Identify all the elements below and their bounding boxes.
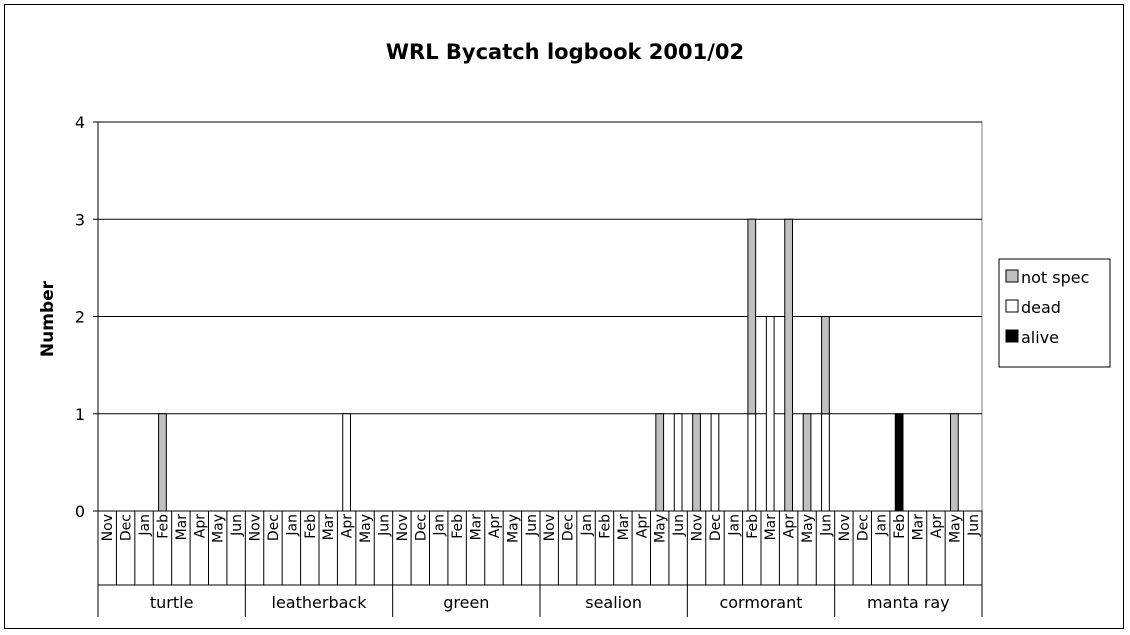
x-group-label: cormorant bbox=[719, 593, 802, 612]
x-tick-label-month: Apr bbox=[487, 514, 503, 538]
x-tick-label-month: Nov bbox=[690, 514, 706, 541]
x-group-label: sealion bbox=[585, 593, 642, 612]
bar-dead-cormorant-jun bbox=[821, 413, 830, 512]
x-tick-label-month: Nov bbox=[837, 514, 853, 541]
x-tick-label-month: Jan bbox=[432, 514, 448, 537]
x-tick-label-month: Dec bbox=[413, 514, 429, 541]
x-tick-label-month: Apr bbox=[634, 514, 650, 538]
bar-not-spec-cormorant-feb bbox=[747, 218, 757, 415]
y-tick-label: 2 bbox=[75, 308, 85, 327]
x-tick-label-month: Feb bbox=[450, 514, 466, 539]
bar-not-spec-cormorant-nov bbox=[692, 413, 701, 512]
x-tick-label-month: May bbox=[653, 514, 669, 543]
x-tick-label-month: Nov bbox=[100, 514, 116, 541]
x-tick-label-month: Jan bbox=[137, 514, 153, 537]
x-tick-label-month: Jan bbox=[726, 514, 742, 537]
x-tick-label-month: May bbox=[505, 514, 521, 543]
x-tick-label-month: Apr bbox=[782, 514, 798, 538]
x-tick-label-month: Jun bbox=[524, 514, 540, 537]
legend-label-not-spec: not spec bbox=[1021, 268, 1089, 287]
x-tick-label-month: Apr bbox=[929, 514, 945, 538]
bar-not-spec-cormorant-jun bbox=[821, 316, 830, 415]
x-tick-label-month: Feb bbox=[155, 514, 171, 539]
chart-frame: WRL Bycatch logbook 2001/02 Number 0 1 2 3 4… bbox=[4, 4, 1124, 629]
x-tick-label-month: Apr bbox=[192, 514, 208, 538]
x-tick-label-month: Dec bbox=[119, 514, 135, 541]
x-tick-label-month: Mar bbox=[174, 514, 190, 541]
bar-not-spec-manta-ray-may bbox=[950, 413, 959, 512]
x-tick-label-month: Nov bbox=[395, 514, 411, 541]
x-tick-label-month: Mar bbox=[321, 514, 337, 541]
bar-dead-leatherback-apr bbox=[342, 413, 351, 512]
x-tick-label-month: Feb bbox=[745, 514, 761, 539]
x-tick-label-month: Feb bbox=[303, 514, 319, 539]
x-tick-label-month: Feb bbox=[597, 514, 613, 539]
x-tick-label-month: May bbox=[211, 514, 227, 543]
x-tick-label-month: Apr bbox=[340, 514, 356, 538]
x-tick-label-month: Jan bbox=[284, 514, 300, 537]
x-group-label: green bbox=[443, 593, 489, 612]
x-tick-label-month: Mar bbox=[911, 514, 927, 541]
bar-not-spec-cormorant-may bbox=[802, 413, 812, 512]
bar-dead-cormorant-dec bbox=[710, 413, 720, 512]
x-tick-label-month: Mar bbox=[469, 514, 485, 541]
x-tick-label-month: May bbox=[358, 514, 374, 543]
x-tick-label-month: Dec bbox=[266, 514, 282, 541]
bar-dead-cormorant-mar bbox=[765, 316, 775, 512]
x-tick-label-month: Jun bbox=[671, 514, 687, 537]
bar-dead-cormorant-feb bbox=[747, 413, 757, 512]
x-tick-label-month: Jun bbox=[376, 514, 392, 537]
legend-label-alive: alive bbox=[1021, 328, 1059, 347]
x-tick-label-month: Nov bbox=[248, 514, 264, 541]
x-tick-label-month: Mar bbox=[616, 514, 632, 541]
x-tick-label-month: Mar bbox=[763, 514, 779, 541]
x-tick-label-month: Jun bbox=[818, 514, 834, 537]
x-tick-label-month: Jun bbox=[229, 514, 245, 537]
bar-dead-sealion-jun bbox=[673, 413, 683, 512]
y-tick-label: 3 bbox=[75, 210, 85, 229]
x-tick-label-month: Nov bbox=[542, 514, 558, 541]
x-tick-label-month: Dec bbox=[708, 514, 724, 541]
bar-not-spec-cormorant-apr bbox=[784, 218, 793, 512]
y-tick-label: 1 bbox=[75, 405, 85, 424]
legend-swatch-dead bbox=[1005, 299, 1019, 313]
bar-alive-manta-ray-feb bbox=[894, 413, 904, 512]
bar-not-spec-turtle-feb bbox=[158, 413, 167, 512]
y-tick-label: 4 bbox=[75, 113, 85, 132]
legend-swatch-not-spec bbox=[1005, 269, 1019, 283]
y-tick-label: 0 bbox=[75, 502, 85, 521]
legend: not spec dead alive bbox=[998, 258, 1111, 368]
x-tick-label-month: May bbox=[800, 514, 816, 543]
chart-title: WRL Bycatch logbook 2001/02 bbox=[386, 40, 744, 64]
legend-label-dead: dead bbox=[1021, 298, 1061, 317]
x-tick-label-month: May bbox=[947, 514, 963, 543]
x-tick-label-month: Jan bbox=[874, 514, 890, 537]
x-group-label: leatherback bbox=[272, 593, 368, 612]
legend-swatch-alive bbox=[1005, 329, 1019, 343]
x-tick-label-month: Jun bbox=[966, 514, 982, 537]
y-axis-label: Number bbox=[38, 280, 58, 357]
bycatch-chart: WRL Bycatch logbook 2001/02 Number 0 1 2 3 4… bbox=[38, 40, 1111, 617]
x-tick-label-month: Dec bbox=[561, 514, 577, 541]
x-group-label: manta ray bbox=[867, 593, 950, 612]
x-tick-label-month: Jan bbox=[579, 514, 595, 537]
x-tick-label-month: Dec bbox=[855, 514, 871, 541]
gridlines bbox=[97, 121, 983, 512]
bars bbox=[158, 218, 959, 512]
bar-not-spec-sealion-may bbox=[655, 413, 665, 512]
x-tick-label-month: Feb bbox=[892, 514, 908, 539]
x-group-label: turtle bbox=[150, 593, 194, 612]
